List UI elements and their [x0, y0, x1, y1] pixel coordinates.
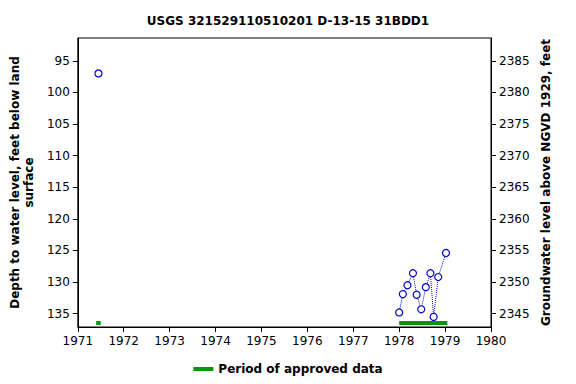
svg-text:1973: 1973	[154, 334, 185, 348]
svg-text:1976: 1976	[292, 334, 323, 348]
svg-text:Groundwater level above NGVD 1: Groundwater level above NGVD 1929, feet	[539, 39, 553, 326]
svg-text:1972: 1972	[108, 334, 139, 348]
svg-text:2365: 2365	[499, 180, 530, 194]
svg-text:2385: 2385	[499, 54, 530, 68]
svg-text:1971: 1971	[63, 334, 94, 348]
svg-text:120: 120	[47, 212, 70, 226]
svg-text:Depth to water level, feet bel: Depth to water level, feet below land	[8, 56, 22, 309]
svg-text:135: 135	[47, 307, 70, 321]
svg-text:2345: 2345	[499, 307, 530, 321]
svg-text:1978: 1978	[384, 334, 415, 348]
svg-text:1977: 1977	[338, 334, 369, 348]
svg-text:110: 110	[47, 149, 70, 163]
svg-text:95: 95	[55, 54, 70, 68]
svg-text:2360: 2360	[499, 212, 530, 226]
svg-text:2370: 2370	[499, 149, 530, 163]
svg-text:2375: 2375	[499, 117, 530, 131]
svg-text:2380: 2380	[499, 85, 530, 99]
svg-text:105: 105	[47, 117, 70, 131]
svg-text:USGS 321529110510201 D-13-15 3: USGS 321529110510201 D-13-15 31BDD1	[147, 14, 429, 28]
svg-text:surface: surface	[22, 157, 36, 207]
svg-text:Period of approved data: Period of approved data	[218, 362, 382, 376]
svg-text:1975: 1975	[246, 334, 277, 348]
svg-text:2355: 2355	[499, 243, 530, 257]
svg-text:2350: 2350	[499, 275, 530, 289]
svg-text:1979: 1979	[430, 334, 461, 348]
svg-text:1980: 1980	[476, 334, 507, 348]
svg-text:125: 125	[47, 243, 70, 257]
svg-text:100: 100	[47, 85, 70, 99]
svg-text:130: 130	[47, 275, 70, 289]
svg-text:1974: 1974	[200, 334, 231, 348]
svg-text:115: 115	[47, 180, 70, 194]
